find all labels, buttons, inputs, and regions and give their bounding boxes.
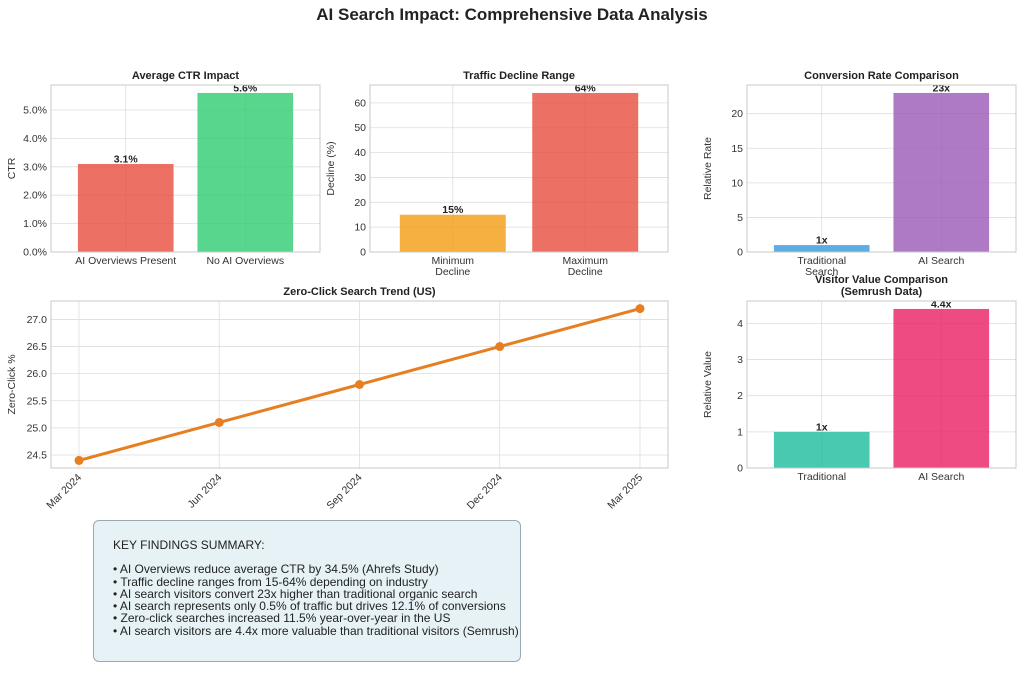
- bar: [773, 431, 870, 468]
- chart-title: Visitor Value Comparison (Semrush Data): [815, 274, 948, 298]
- y-tick-label: 0.0%: [23, 247, 47, 259]
- x-tick-label: Traditional: [797, 471, 846, 483]
- data-point: [74, 455, 84, 465]
- data-point: [635, 304, 645, 314]
- y-axis-label: Relative Rate: [702, 137, 714, 200]
- finding-item: • AI search visitors are 4.4x more valua…: [113, 623, 519, 638]
- x-tick-label: Traditional Search: [797, 255, 846, 278]
- bar-value-label: 1x: [816, 235, 828, 247]
- finding-item: • AI search represents only 0.5% of traf…: [113, 599, 506, 614]
- y-tick-label: 10: [731, 177, 743, 189]
- bar-value-label: 1x: [816, 421, 828, 433]
- chart-title: Average CTR Impact: [132, 70, 240, 82]
- chart-title: Conversion Rate Comparison: [804, 70, 959, 82]
- bar: [893, 308, 990, 468]
- bar: [773, 245, 870, 252]
- y-tick-label: 2.0%: [23, 190, 47, 202]
- y-axis-label: Relative Value: [702, 351, 714, 418]
- x-tick-label: AI Overviews Present: [75, 255, 176, 267]
- data-point: [495, 342, 505, 352]
- y-tick-label: 50: [354, 122, 366, 134]
- x-tick-label: Maximum Decline: [562, 255, 608, 278]
- bar-value-label: 23x: [933, 82, 951, 94]
- plot-frame: [746, 84, 1017, 253]
- y-tick-label: 10: [354, 222, 366, 234]
- x-tick-label: No AI Overviews: [206, 255, 284, 267]
- bar-value-label: 3.1%: [114, 153, 139, 165]
- y-tick-label: 24.5: [27, 449, 48, 461]
- y-tick-label: 0: [737, 247, 743, 259]
- y-tick-label: 26.0: [27, 368, 48, 380]
- bar: [77, 163, 174, 252]
- y-tick-label: 1.0%: [23, 218, 47, 230]
- y-tick-label: 26.5: [27, 341, 48, 353]
- plot-frame: [50, 300, 669, 469]
- y-tick-label: 4.0%: [23, 133, 47, 145]
- bar-value-label: 4.4x: [931, 298, 952, 310]
- y-tick-label: 60: [354, 97, 366, 109]
- finding-item: • AI search visitors convert 23x higher …: [113, 586, 478, 601]
- y-tick-label: 20: [731, 108, 743, 120]
- y-tick-label: 3: [737, 354, 743, 366]
- y-axis-label: Zero-Click %: [6, 354, 18, 414]
- y-tick-label: 0: [360, 247, 366, 259]
- bar-value-label: 15%: [442, 204, 464, 216]
- y-tick-label: 15: [731, 143, 743, 155]
- y-tick-label: 1: [737, 426, 743, 438]
- y-tick-label: 25.0: [27, 422, 48, 434]
- y-tick-label: 5.0%: [23, 104, 47, 116]
- bar: [399, 214, 506, 252]
- data-point: [214, 417, 224, 427]
- data-point: [355, 380, 364, 389]
- bar: [893, 92, 990, 252]
- y-tick-label: 0: [737, 463, 743, 475]
- x-tick-label: Mar 2024: [44, 472, 84, 512]
- y-tick-label: 27.0: [27, 314, 48, 326]
- y-tick-label: 5: [737, 212, 743, 224]
- chart-title: Traffic Decline Range: [463, 70, 575, 82]
- finding-item: • Traffic decline ranges from 15-64% dep…: [113, 574, 428, 589]
- y-axis-label: Decline (%): [325, 141, 337, 195]
- plot-frame: [746, 300, 1017, 469]
- y-tick-label: 3.0%: [23, 161, 47, 173]
- bar-value-label: 64%: [575, 82, 597, 94]
- y-tick-label: 25.5: [27, 395, 48, 407]
- finding-item: • AI Overviews reduce average CTR by 34.…: [113, 562, 439, 577]
- bar: [532, 92, 639, 252]
- plot-frame: [369, 84, 669, 253]
- y-tick-label: 4: [737, 318, 743, 330]
- bar: [197, 92, 294, 252]
- x-tick-label: Minimum Decline: [431, 255, 474, 278]
- key-findings-heading: KEY FINDINGS SUMMARY:: [113, 538, 265, 552]
- y-tick-label: 40: [354, 147, 366, 159]
- finding-item: • Zero-click searches increased 11.5% ye…: [113, 611, 451, 626]
- x-tick-label: AI Search: [918, 471, 964, 483]
- x-tick-label: Mar 2025: [605, 472, 645, 512]
- chart-title: Zero-Click Search Trend (US): [283, 286, 436, 298]
- x-tick-label: Jun 2024: [185, 472, 224, 511]
- x-tick-label: Sep 2024: [324, 472, 364, 512]
- y-axis-label: CTR: [6, 157, 18, 179]
- x-tick-label: Dec 2024: [465, 472, 505, 512]
- plot-frame: [50, 84, 321, 253]
- y-tick-label: 2: [737, 390, 743, 402]
- y-tick-label: 20: [354, 197, 366, 209]
- key-findings-box: KEY FINDINGS SUMMARY: • AI Overviews red…: [93, 520, 521, 662]
- x-tick-label: AI Search: [918, 255, 964, 267]
- y-tick-label: 30: [354, 172, 366, 184]
- page-title: AI Search Impact: Comprehensive Data Ana…: [316, 5, 708, 24]
- bar-value-label: 5.6%: [233, 82, 258, 94]
